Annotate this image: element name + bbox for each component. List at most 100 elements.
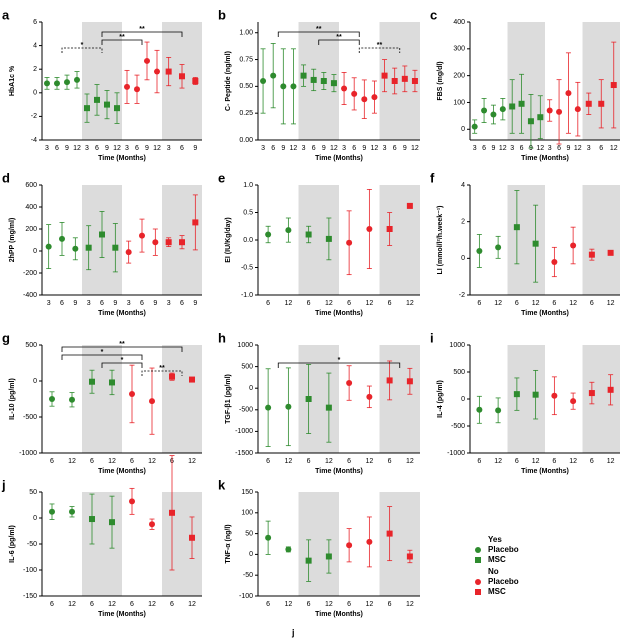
data-point — [325, 404, 332, 411]
y-tick-label: 300 — [453, 46, 465, 53]
data-point — [305, 396, 312, 402]
y-tick-label: -200 — [23, 270, 37, 277]
y-tick-label: -4 — [31, 137, 37, 144]
shaded-region — [298, 345, 339, 453]
y-tick-label: -1500 — [235, 450, 253, 457]
x-tick-label: 3 — [45, 145, 49, 152]
x-tick-label: 6 — [266, 458, 270, 465]
data-point — [134, 86, 140, 93]
y-tick-label: 4 — [33, 42, 37, 49]
x-tick-label: 12 — [365, 300, 373, 307]
data-point — [114, 105, 120, 112]
data-point — [471, 123, 478, 130]
data-point — [300, 72, 307, 79]
significance-label: ** — [119, 34, 125, 41]
y-tick-label: -50 — [243, 572, 253, 579]
data-point — [386, 377, 393, 384]
shaded-region — [582, 185, 620, 295]
x-tick-label: 3 — [125, 145, 129, 152]
data-point — [532, 240, 539, 247]
x-tick-label: 6 — [130, 601, 134, 608]
x-tick-label: 12 — [73, 145, 81, 152]
data-point — [346, 239, 353, 246]
data-point — [290, 83, 297, 90]
y-tick-label: -0.5 — [241, 264, 253, 271]
x-tick-label: 3 — [473, 145, 477, 152]
data-point — [371, 94, 378, 101]
data-point — [366, 226, 373, 232]
y-tick-label: 200 — [453, 72, 465, 79]
shaded-region — [379, 185, 420, 295]
data-point — [588, 251, 595, 258]
x-tick-label: 9 — [566, 145, 570, 152]
x-tick-label: 6 — [50, 601, 54, 608]
x-axis-label: Time (Months) — [521, 155, 569, 162]
x-tick-label: 6 — [515, 458, 519, 465]
y-axis-label: HbA1c % — [9, 65, 16, 96]
x-tick-label: 6 — [170, 601, 174, 608]
legend-label: MSC — [488, 555, 506, 564]
significance-bracket — [101, 31, 183, 37]
data-point — [341, 85, 348, 92]
x-tick-label: 9 — [113, 300, 117, 307]
x-tick-label: 12 — [365, 458, 373, 465]
x-tick-label: 6 — [557, 145, 561, 152]
data-point — [513, 224, 520, 231]
panel-label: h — [218, 330, 226, 345]
significance-label: ** — [377, 42, 383, 49]
y-tick-label: 6 — [33, 19, 37, 26]
x-tick-label: 6 — [477, 300, 481, 307]
x-tick-label: 3 — [47, 300, 51, 307]
x-tick-label: 12 — [607, 458, 615, 465]
data-point — [406, 553, 413, 560]
y-tick-label: 50 — [29, 489, 37, 496]
y-axis-label: IL-4 (pg/ml) — [437, 380, 444, 418]
y-tick-label: 500 — [25, 342, 37, 349]
y-tick-label: 100 — [453, 99, 465, 106]
x-tick-label: 9 — [491, 145, 495, 152]
data-point — [570, 242, 577, 249]
x-tick-label: 6 — [180, 145, 184, 152]
x-tick-label: 12 — [108, 601, 116, 608]
data-point — [260, 78, 267, 84]
y-tick-label: -1000 — [19, 450, 37, 457]
x-tick-label: 6 — [271, 145, 275, 152]
data-point — [49, 508, 55, 515]
data-point — [320, 78, 327, 84]
data-point — [144, 57, 150, 64]
x-tick-label: 6 — [140, 300, 144, 307]
significance-label: ** — [336, 34, 342, 41]
data-point — [361, 96, 368, 103]
data-point — [69, 396, 75, 403]
data-point — [556, 108, 563, 115]
data-point — [481, 107, 488, 114]
data-point — [509, 103, 516, 110]
data-point — [551, 392, 558, 399]
significance-bracket — [61, 47, 103, 53]
shaded-region — [507, 345, 545, 453]
x-tick-label: 12 — [569, 458, 577, 465]
shaded-region — [582, 345, 620, 453]
shaded-region — [379, 492, 420, 596]
y-tick-label: 1.0 — [243, 182, 253, 189]
data-point — [265, 534, 272, 541]
panel-label: j — [1, 477, 6, 492]
data-point — [546, 107, 553, 114]
x-axis-label: Time (Months) — [315, 310, 363, 317]
data-point — [346, 380, 353, 387]
y-tick-label: 0 — [249, 385, 253, 392]
y-tick-label: -1000 — [235, 428, 253, 435]
data-point — [499, 106, 506, 113]
x-tick-label: 6 — [266, 300, 270, 307]
x-tick-label: 6 — [55, 145, 59, 152]
x-tick-label: 9 — [281, 145, 285, 152]
x-tick-label: 6 — [307, 601, 311, 608]
data-point — [411, 78, 418, 84]
x-tick-label: 6 — [266, 601, 270, 608]
x-tick-label: 12 — [188, 601, 196, 608]
data-point — [152, 239, 159, 246]
y-axis-label: TNF-α (ng/l) — [225, 524, 232, 563]
data-point — [366, 538, 373, 545]
data-point — [532, 391, 539, 398]
y-tick-label: 0 — [461, 396, 465, 403]
